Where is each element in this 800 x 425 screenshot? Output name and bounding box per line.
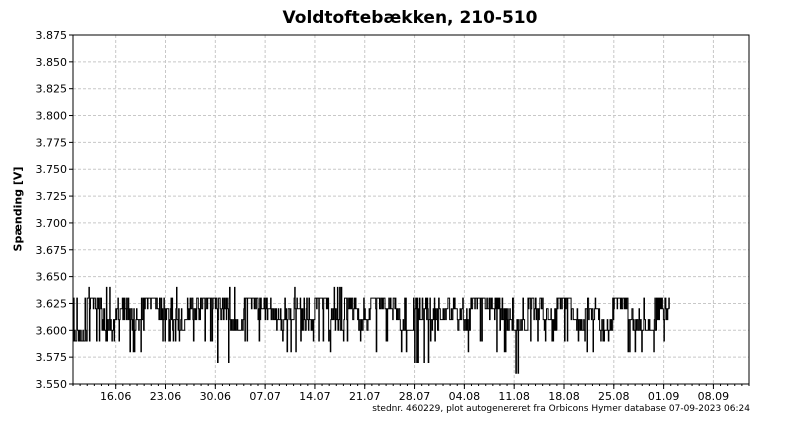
- x-tick-label: 11.08: [498, 390, 530, 403]
- x-tick-label: 28.07: [399, 390, 431, 403]
- x-tick-label: 01.09: [648, 390, 680, 403]
- x-tick-label: 23.06: [150, 390, 182, 403]
- y-tick-label: 3.550: [36, 378, 68, 391]
- y-tick-label: 3.675: [36, 244, 68, 257]
- y-tick-label: 3.825: [36, 83, 68, 96]
- x-tick-label: 25.08: [598, 390, 630, 403]
- x-tick-label: 21.07: [349, 390, 381, 403]
- y-tick-label: 3.750: [36, 163, 68, 176]
- x-tick-label: 14.07: [299, 390, 331, 403]
- series-layer: [73, 286, 670, 374]
- chart-title: Voldtoftebækken, 210-510: [282, 8, 538, 28]
- footer-note: stednr. 460229, plot autogenereret fra O…: [372, 404, 750, 414]
- x-tick-label: 30.06: [200, 390, 232, 403]
- y-tick-label: 3.575: [36, 351, 68, 364]
- y-tick-label: 3.650: [36, 271, 68, 284]
- y-tick-label: 3.725: [36, 190, 68, 203]
- x-tick-label: 07.07: [249, 390, 281, 403]
- y-tick-label: 3.850: [36, 56, 68, 69]
- plot-frame: [72, 34, 750, 385]
- y-tick-label: 3.775: [36, 136, 68, 149]
- axis-layer: 3.550 3.575 3.600 3.625 3.650 3.675 3.700 3.725…: [36, 29, 750, 403]
- x-tick-label: 04.08: [449, 390, 481, 403]
- y-tick-label: 3.600: [36, 324, 68, 337]
- y-tick-label: 3.700: [36, 217, 68, 230]
- y-tick-label: 3.800: [36, 110, 68, 123]
- y-tick-label: 3.875: [36, 29, 68, 42]
- grid-layer: [73, 35, 749, 384]
- x-tick-label: 08.09: [698, 390, 730, 403]
- x-tick-label: 18.08: [548, 390, 580, 403]
- x-tick-label: 16.06: [100, 390, 132, 403]
- y-tick-label: 3.625: [36, 297, 68, 310]
- series-line: [73, 286, 670, 374]
